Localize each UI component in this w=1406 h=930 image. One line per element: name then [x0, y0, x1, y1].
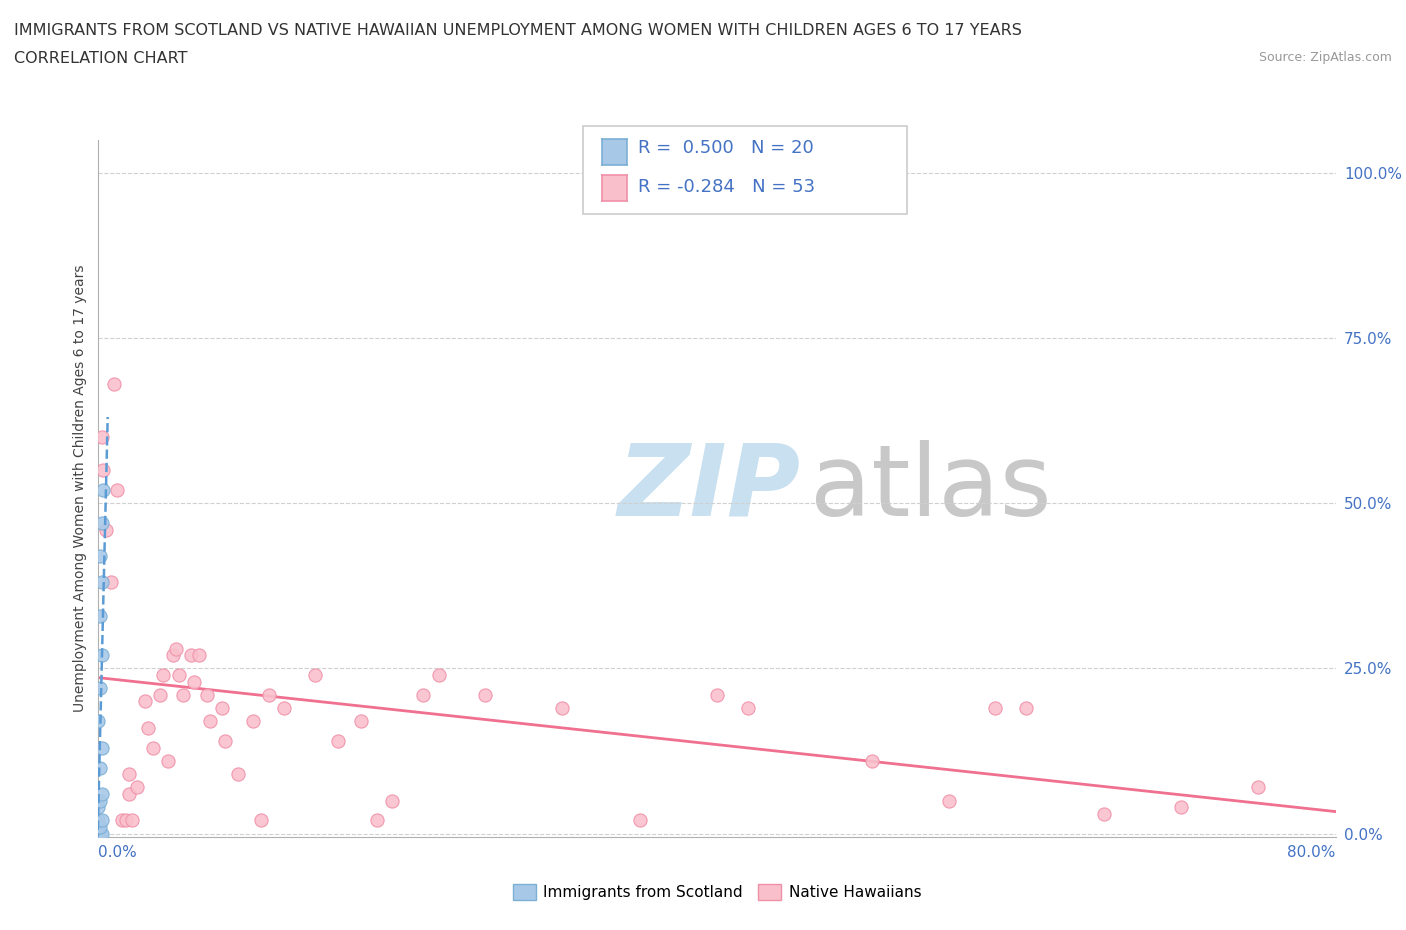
Text: CORRELATION CHART: CORRELATION CHART — [14, 51, 187, 66]
Text: R =  0.500   N = 20: R = 0.500 N = 20 — [638, 139, 814, 156]
Point — [152, 668, 174, 683]
Point — [89, 608, 111, 623]
Point — [111, 813, 134, 828]
Point — [136, 721, 159, 736]
Point — [257, 687, 280, 702]
Point — [226, 766, 249, 781]
Legend: Immigrants from Scotland, Native Hawaiians: Immigrants from Scotland, Native Hawaiia… — [506, 878, 928, 906]
Point — [87, 800, 110, 815]
Point — [90, 740, 112, 755]
Text: ZIP: ZIP — [619, 440, 801, 537]
Point — [87, 819, 110, 834]
Point — [90, 648, 112, 663]
Point — [127, 780, 149, 795]
Point — [551, 700, 574, 715]
Point — [737, 700, 759, 715]
Point — [427, 668, 450, 683]
Point — [89, 760, 111, 775]
Point — [304, 668, 326, 683]
Point — [90, 826, 112, 841]
Point — [87, 826, 110, 841]
Point — [162, 648, 184, 663]
Text: R = -0.284   N = 53: R = -0.284 N = 53 — [638, 179, 815, 196]
Point — [273, 700, 295, 715]
Point — [91, 483, 114, 498]
Point — [183, 674, 205, 689]
Point — [366, 813, 388, 828]
Y-axis label: Unemployment Among Women with Children Ages 6 to 17 years: Unemployment Among Women with Children A… — [73, 264, 87, 712]
Point — [628, 813, 651, 828]
Point — [149, 687, 172, 702]
Point — [381, 793, 404, 808]
Point — [121, 813, 143, 828]
Point — [90, 515, 112, 530]
Point — [103, 377, 125, 392]
Point — [195, 687, 218, 702]
Point — [706, 687, 728, 702]
Point — [1092, 806, 1115, 821]
Point — [211, 700, 233, 715]
Point — [90, 575, 112, 590]
Point — [860, 753, 883, 768]
Point — [198, 714, 221, 729]
Point — [89, 549, 111, 564]
Point — [89, 826, 111, 841]
Point — [350, 714, 373, 729]
Text: 80.0%: 80.0% — [1288, 844, 1336, 860]
Text: atlas: atlas — [810, 440, 1052, 537]
Point — [115, 813, 138, 828]
Point — [1015, 700, 1038, 715]
Point — [90, 787, 112, 802]
Point — [89, 819, 111, 834]
Point — [173, 687, 195, 702]
Point — [167, 668, 190, 683]
Text: IMMIGRANTS FROM SCOTLAND VS NATIVE HAWAIIAN UNEMPLOYMENT AMONG WOMEN WITH CHILDR: IMMIGRANTS FROM SCOTLAND VS NATIVE HAWAI… — [14, 23, 1022, 38]
Point — [412, 687, 434, 702]
Point — [157, 753, 180, 768]
Point — [134, 694, 156, 709]
Point — [938, 793, 960, 808]
Point — [180, 648, 202, 663]
Point — [242, 714, 264, 729]
Point — [100, 575, 122, 590]
Point — [214, 734, 236, 749]
Point — [96, 522, 118, 537]
Point — [118, 766, 141, 781]
Point — [90, 813, 112, 828]
Text: Source: ZipAtlas.com: Source: ZipAtlas.com — [1258, 51, 1392, 64]
Point — [89, 681, 111, 696]
Point — [1247, 780, 1270, 795]
Point — [89, 793, 111, 808]
Point — [188, 648, 211, 663]
Point — [326, 734, 350, 749]
Point — [165, 641, 187, 656]
Point — [87, 714, 110, 729]
Point — [142, 740, 165, 755]
Point — [984, 700, 1007, 715]
Point — [87, 813, 110, 828]
Point — [1170, 800, 1192, 815]
Point — [91, 462, 114, 477]
Point — [250, 813, 273, 828]
Point — [474, 687, 496, 702]
Point — [105, 483, 128, 498]
Point — [118, 787, 141, 802]
Point — [90, 430, 112, 445]
Text: 0.0%: 0.0% — [98, 844, 138, 860]
